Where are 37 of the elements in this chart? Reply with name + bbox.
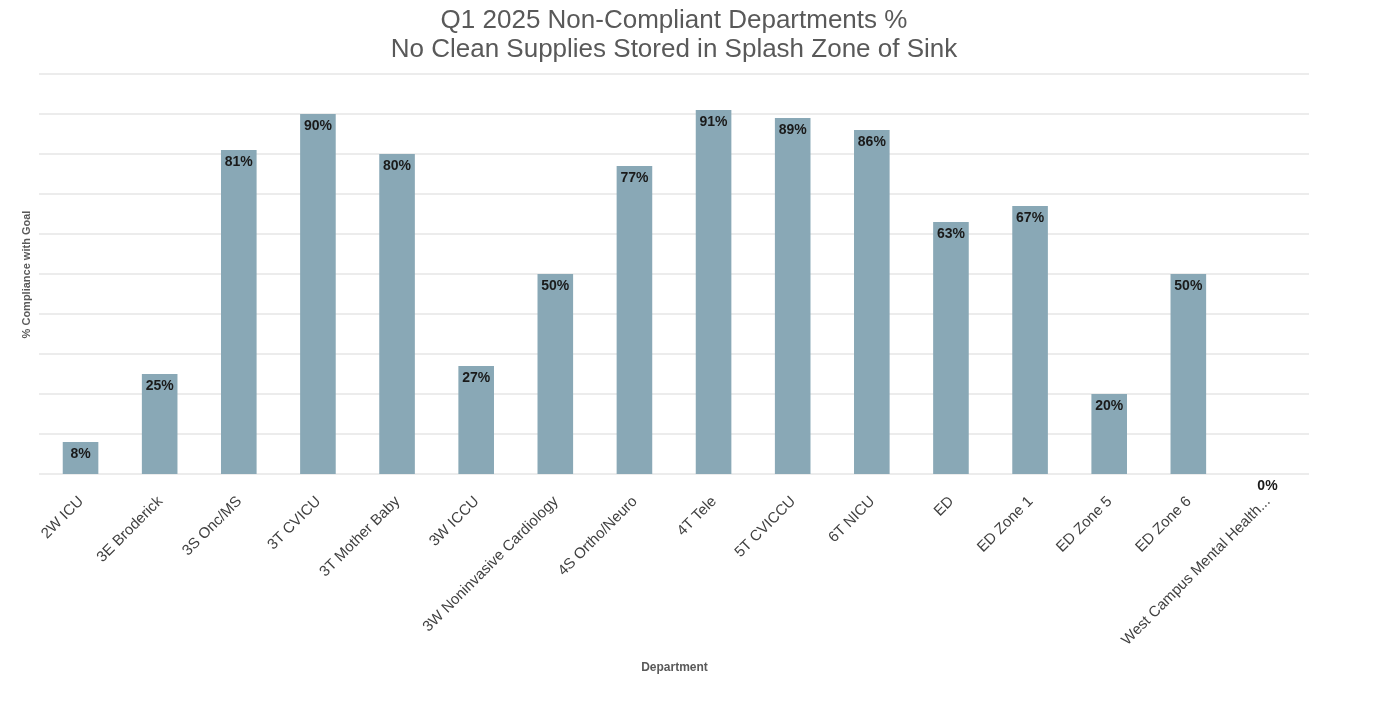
- data-label: 91%: [699, 113, 729, 129]
- data-label: 50%: [1174, 277, 1203, 293]
- data-label: 0%: [1257, 477, 1279, 493]
- data-label: 89%: [778, 121, 808, 137]
- bar: [695, 110, 732, 474]
- bar: [854, 130, 890, 474]
- bar: [1091, 394, 1128, 474]
- bar: [300, 114, 336, 474]
- data-label: 77%: [620, 169, 649, 185]
- data-label: 67%: [1016, 209, 1045, 225]
- data-label: 8%: [70, 445, 92, 461]
- bar: [933, 222, 969, 474]
- data-label: 27%: [462, 369, 491, 385]
- x-tick-label: 2W ICU: [37, 492, 87, 542]
- chart-subtitle: No Clean Supplies Stored in Splash Zone of Sink: [390, 32, 959, 63]
- chart-title: Q1 2025 Non-Compliant Departments %: [440, 3, 908, 34]
- bar: [1012, 206, 1048, 474]
- bar: [774, 118, 811, 474]
- bar: [1170, 274, 1207, 474]
- data-label: 63%: [936, 225, 966, 241]
- data-label: 80%: [383, 157, 412, 173]
- data-label: 81%: [224, 153, 254, 169]
- data-label: 86%: [857, 133, 887, 149]
- x-tick-label: ED: [929, 492, 957, 519]
- x-axis-title: Department: [641, 659, 708, 674]
- bar: [616, 166, 653, 474]
- bar: [141, 374, 178, 474]
- bar: [537, 274, 574, 474]
- y-axis-title: % Compliance with Goal: [19, 210, 32, 339]
- data-label: 50%: [541, 277, 570, 293]
- data-label: 90%: [303, 117, 333, 133]
- bar: [220, 150, 257, 474]
- bar: [379, 154, 415, 474]
- bar: [458, 366, 494, 474]
- data-label: 25%: [145, 377, 175, 393]
- data-label: 20%: [1095, 397, 1124, 413]
- x-tick-label: 4T Tele: [672, 492, 720, 539]
